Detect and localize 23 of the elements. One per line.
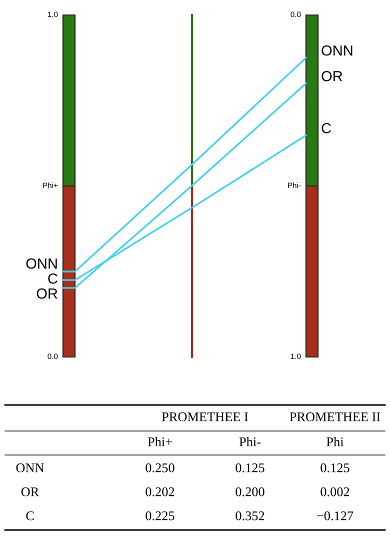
text: PROMETHEE II	[290, 412, 380, 422]
category-label: Phi+	[148, 437, 172, 446]
text: C	[322, 122, 331, 134]
data-label: −0.127	[317, 511, 354, 520]
data-label: 0.225	[146, 511, 174, 520]
data-label: 0.200	[236, 487, 264, 496]
text: OR	[322, 70, 342, 82]
category-label: Phi-	[239, 437, 261, 446]
data-label: 0.352	[236, 511, 264, 520]
text: C	[48, 273, 58, 284]
text: ONN	[16, 463, 44, 472]
data-label: 0.002	[320, 487, 350, 496]
text: PROMETHEE I	[162, 412, 248, 422]
text: ONN	[26, 258, 57, 269]
text: ONN	[322, 45, 352, 56]
text: OR	[36, 288, 58, 299]
data-label: 0.202	[146, 487, 174, 496]
text: C	[26, 511, 34, 520]
data-label: 0.250	[146, 463, 174, 472]
category-label: Phi	[326, 437, 344, 446]
data-label: 0.125	[236, 463, 264, 472]
text: OR	[21, 487, 40, 496]
data-label: 0.125	[320, 463, 350, 472]
